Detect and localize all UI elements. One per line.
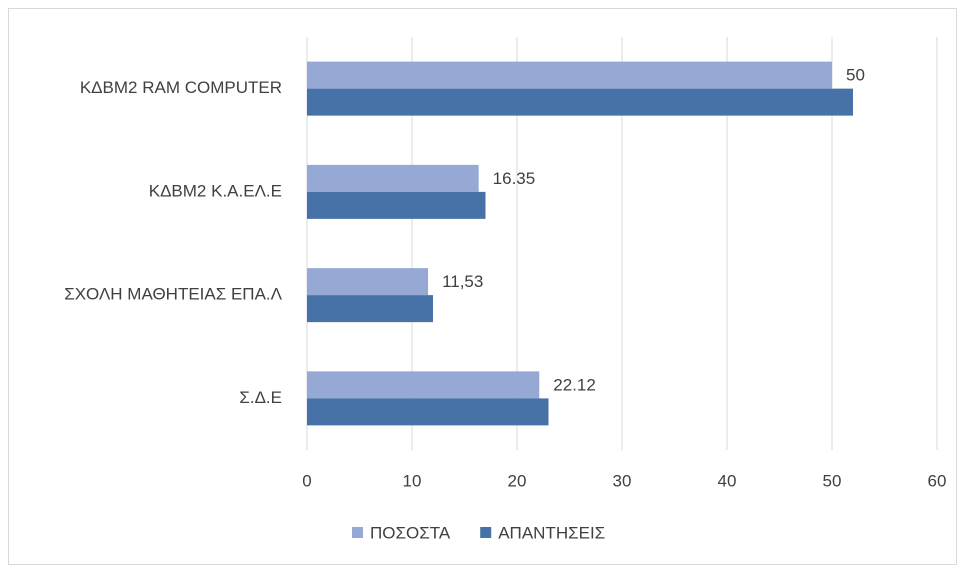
- x-tick-label: 60: [928, 471, 947, 490]
- bar: [307, 88, 853, 116]
- data-label: 16.35: [493, 169, 536, 188]
- data-label: 11,53: [442, 272, 483, 291]
- y-tick-label: ΚΔΒΜ2 Κ.Α.ΕΛ.Ε: [149, 181, 282, 200]
- x-tick-label: 20: [508, 471, 527, 490]
- legend-swatch: [480, 527, 492, 538]
- data-label: 22.12: [553, 375, 596, 394]
- x-tick-label: 10: [403, 471, 422, 490]
- x-tick-label: 0: [302, 471, 311, 490]
- legend-label: ΑΠΑΝΤΗΣΕΙΣ: [498, 523, 605, 542]
- bar: [307, 191, 486, 219]
- bar: [307, 371, 540, 399]
- legend-swatch: [352, 527, 363, 538]
- x-tick-label: 50: [823, 471, 842, 490]
- data-label: 50: [846, 66, 865, 85]
- y-tick-label: Σ.Δ.Ε: [239, 388, 282, 407]
- bar: [307, 295, 433, 323]
- bar: [307, 268, 429, 296]
- y-tick-label: ΚΔΒΜ2 RAM COMPUTER: [80, 78, 282, 97]
- bar: [307, 398, 549, 426]
- x-tick-label: 40: [718, 471, 737, 490]
- y-tick-label: ΣΧΟΛΗ ΜΑΘΗΤΕΙΑΣ ΕΠΑ.Λ: [64, 285, 282, 304]
- bar: [307, 164, 479, 192]
- bar: [307, 61, 832, 89]
- x-tick-label: 30: [613, 471, 632, 490]
- legend-label: ΠΟΣΟΣΤΑ: [370, 523, 451, 542]
